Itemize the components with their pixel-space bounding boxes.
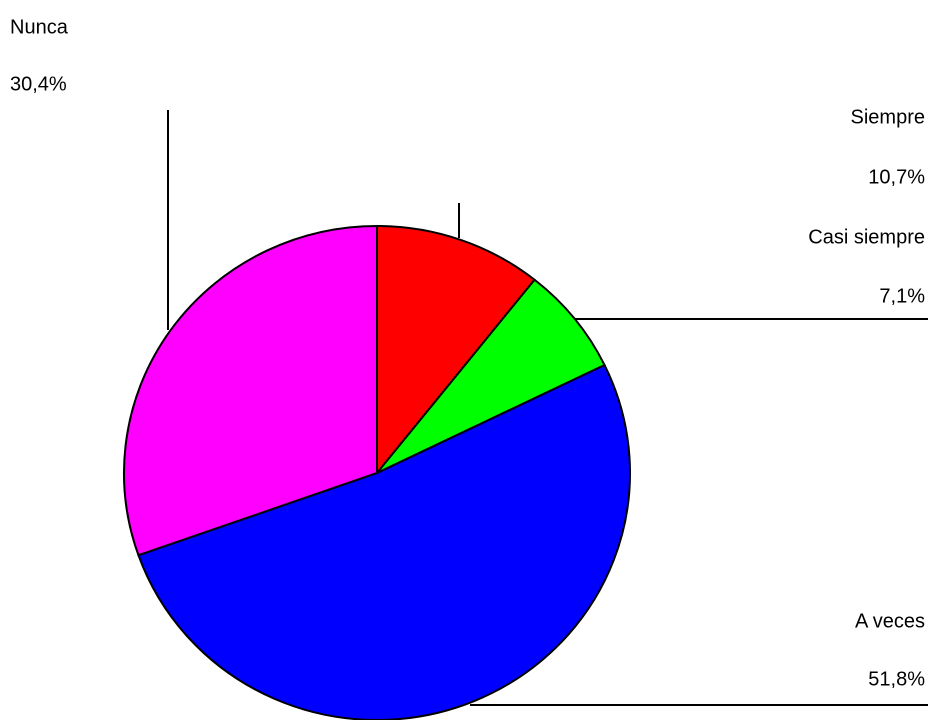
value-label: 30,4% — [10, 73, 67, 95]
pie — [123, 224, 631, 720]
value-label: 10,7% — [868, 166, 925, 188]
pie-slice — [376, 224, 536, 476]
slice-label: Casi siempre — [808, 226, 925, 248]
value-label: 7,1% — [879, 285, 925, 307]
slice-label: A veces — [855, 610, 925, 632]
pie-slice — [123, 224, 378, 557]
slice-label: Nunca — [10, 16, 69, 38]
slice-label: Siempre — [851, 106, 925, 128]
pie-slice — [137, 363, 631, 720]
pie-slice — [376, 278, 606, 474]
value-label: 51,8% — [868, 668, 925, 690]
